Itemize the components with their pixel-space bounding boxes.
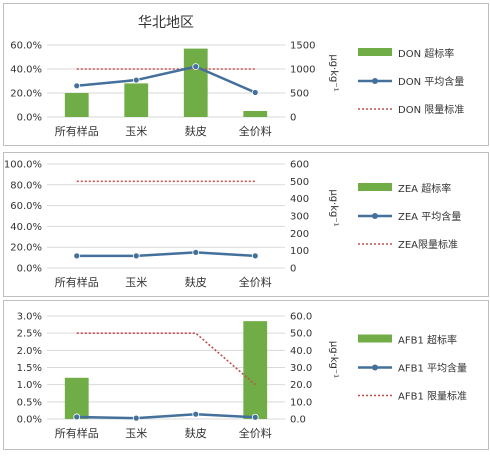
line-point bbox=[251, 89, 259, 96]
category-label: 玉米 bbox=[125, 125, 147, 138]
legend-label: DON 平均含量 bbox=[398, 75, 464, 88]
right-axis-label: μg·kg⁻¹ bbox=[328, 189, 339, 226]
right-tick-label: 20.0 bbox=[290, 380, 312, 391]
bar bbox=[64, 93, 89, 117]
right-tick-label: 100 bbox=[290, 246, 309, 257]
panel-frame bbox=[3, 152, 489, 297]
line-point bbox=[251, 252, 259, 260]
line-point bbox=[251, 413, 259, 421]
legend-label: AFB1 限量标准 bbox=[398, 391, 467, 403]
line-point bbox=[73, 413, 81, 421]
right-tick-label: 0.0 bbox=[290, 415, 306, 426]
legend-label: ZEA 平均含量 bbox=[398, 210, 461, 223]
bar bbox=[64, 377, 89, 419]
left-tick-label: 80.0% bbox=[10, 180, 42, 191]
category-label: 玉米 bbox=[125, 276, 147, 289]
right-tick-label: 600 bbox=[290, 160, 309, 171]
left-tick-label: 0.0% bbox=[17, 264, 42, 275]
right-tick-label: 40.0 bbox=[290, 346, 312, 357]
legend-label: DON 限量标准 bbox=[398, 104, 464, 116]
line-point bbox=[192, 63, 200, 70]
limit-line bbox=[76, 332, 256, 386]
right-tick-label: 500 bbox=[290, 89, 309, 100]
category-label: 全价料 bbox=[239, 275, 272, 289]
left-tick-label: 20.0% bbox=[10, 89, 42, 100]
left-tick-label: 0.5% bbox=[17, 397, 42, 408]
legend-swatch-marker bbox=[372, 213, 378, 219]
bar bbox=[183, 48, 208, 117]
right-tick-label: 0 bbox=[290, 264, 296, 275]
category-label: 全价料 bbox=[239, 426, 272, 440]
series-line bbox=[76, 65, 256, 94]
left-tick-label: 40.0% bbox=[10, 65, 42, 76]
left-tick-label: 100.0% bbox=[4, 160, 42, 171]
left-tick-label: 60.0% bbox=[10, 201, 42, 212]
legend-swatch-bar bbox=[358, 334, 392, 343]
category-label: 麸皮 bbox=[185, 427, 207, 440]
line-point bbox=[132, 414, 140, 422]
series-line bbox=[76, 251, 256, 258]
left-tick-label: 2.0% bbox=[17, 346, 42, 357]
right-axis-label: μg·kg⁻¹ bbox=[328, 341, 339, 378]
bar bbox=[243, 111, 268, 117]
line-point bbox=[73, 252, 81, 260]
left-tick-label: 1.5% bbox=[17, 363, 42, 374]
right-tick-label: 60.0 bbox=[290, 312, 312, 323]
chart-panel-1: 华北地区 0.0% 20.0% 40.0% 60.0% 0 500 1000 1500 μg·kg… bbox=[3, 3, 489, 146]
right-tick-label: 1500 bbox=[290, 41, 315, 52]
line-point bbox=[132, 76, 140, 84]
legend-label: ZEA 超标率 bbox=[398, 182, 451, 195]
left-tick-label: 0.0% bbox=[17, 415, 42, 426]
chart-panel-3: 0.0% 0.5% 1.0% 1.5% 2.0% 2.5% 3.0% 0.0 10.0 20.0 3… bbox=[3, 300, 489, 450]
left-tick-label: 2.5% bbox=[17, 329, 42, 340]
series-line bbox=[76, 412, 256, 420]
right-tick-label: 500 bbox=[290, 177, 309, 188]
right-axis-label: μg·kg⁻¹ bbox=[328, 54, 339, 91]
right-tick-label: 10.0 bbox=[290, 397, 312, 408]
left-tick-label: 40.0% bbox=[10, 222, 42, 233]
panel-frame bbox=[3, 3, 489, 146]
category-label: 全价料 bbox=[239, 124, 272, 138]
legend-label: AFB1 平均含量 bbox=[398, 362, 467, 375]
bar bbox=[243, 321, 268, 419]
chart-title: 华北地区 bbox=[138, 15, 194, 31]
left-tick-label: 60.0% bbox=[10, 41, 42, 52]
left-tick-label: 3.0% bbox=[17, 312, 42, 323]
legend-label: AFB1 超标率 bbox=[398, 334, 457, 347]
line-point bbox=[73, 82, 81, 90]
right-tick-label: 400 bbox=[290, 194, 309, 205]
right-tick-label: 50.0 bbox=[290, 329, 312, 340]
line-point bbox=[132, 252, 140, 260]
category-label: 玉米 bbox=[125, 427, 147, 440]
legend-swatch-marker bbox=[372, 78, 378, 84]
legend-swatch-bar bbox=[358, 183, 392, 191]
legend-label: DON 超标率 bbox=[398, 47, 454, 60]
left-tick-label: 0.0% bbox=[17, 113, 42, 124]
chart-panel-2: 0.0% 20.0% 40.0% 60.0% 80.0% 100.0% 0 100 200 300… bbox=[3, 152, 489, 297]
left-tick-label: 20.0% bbox=[10, 243, 42, 254]
bar bbox=[124, 83, 149, 117]
category-label: 所有样品 bbox=[55, 275, 99, 289]
right-tick-label: 1000 bbox=[290, 65, 315, 76]
line-point bbox=[192, 248, 200, 256]
right-tick-label: 30.0 bbox=[290, 363, 312, 374]
right-tick-label: 300 bbox=[290, 212, 309, 223]
category-label: 所有样品 bbox=[55, 426, 99, 440]
right-tick-label: 200 bbox=[290, 229, 309, 240]
category-label: 麸皮 bbox=[185, 125, 207, 138]
legend-label: ZEA限量标准 bbox=[398, 239, 458, 251]
legend-swatch-bar bbox=[358, 48, 392, 56]
category-label: 所有样品 bbox=[55, 124, 99, 138]
category-label: 麸皮 bbox=[185, 276, 207, 289]
right-tick-label: 0 bbox=[290, 113, 296, 124]
legend-swatch-marker bbox=[372, 364, 378, 371]
left-tick-label: 1.0% bbox=[17, 380, 42, 391]
line-point bbox=[192, 410, 200, 418]
